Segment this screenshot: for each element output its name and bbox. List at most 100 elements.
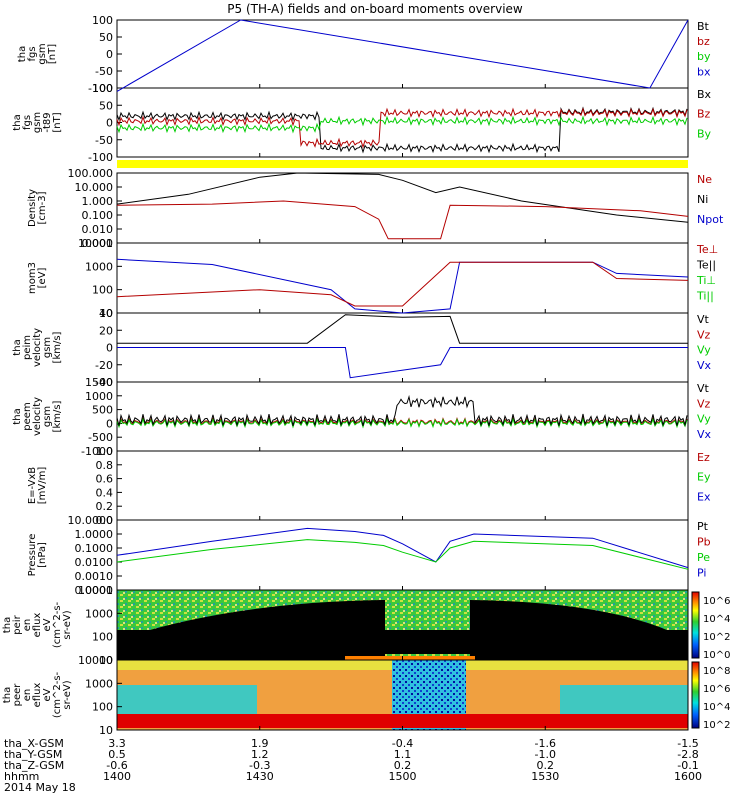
series-vi-0 xyxy=(117,314,688,344)
y-axis-title-line: gsm xyxy=(32,112,43,133)
peir-edge-band xyxy=(345,656,475,660)
y-axis-title-line: eV xyxy=(42,688,53,701)
panel-peir: 10000 1000 100 10 thapeirenefluxeV(cm^2-s-sr… xyxy=(2,584,730,667)
series-temp-1 xyxy=(116,261,689,307)
footer-value: 1600 xyxy=(674,770,702,783)
series-density-0 xyxy=(116,172,689,223)
series-temp-0 xyxy=(116,258,689,314)
y-axis-title: Density[cm-3] xyxy=(27,189,48,227)
y-tick-label: 10.000 xyxy=(75,181,114,194)
legend-entry: Ez xyxy=(697,451,710,464)
footer-row-label: tha_X-GSM xyxy=(4,737,64,750)
y-axis-title: thapeimvelocitygsm[km/s] xyxy=(12,328,63,367)
panel-frame xyxy=(116,19,689,89)
legend-entry: Npot xyxy=(697,213,724,226)
y-axis-title-line: sr-eV) xyxy=(62,680,73,709)
footer-value: 1400 xyxy=(103,770,131,783)
y-tick-label: 10000 xyxy=(78,237,113,250)
y-axis-title-line: tha xyxy=(2,617,13,633)
legend-entry: Vt xyxy=(697,313,710,326)
y-axis-title: thapeirenefluxeV(cm^2-s-sr-eV) xyxy=(2,601,73,648)
y-tick-label: 0 xyxy=(106,117,113,130)
footer-value: 1.1 xyxy=(393,748,412,761)
y-axis-title-line: [nT] xyxy=(52,112,63,132)
y-axis-title-line: velocity xyxy=(32,397,43,436)
legend-entry: Vy xyxy=(697,344,711,357)
footer-value: -0.1 xyxy=(677,759,699,772)
legend-entry: Vz xyxy=(697,397,711,410)
y-axis-title-line: eflux xyxy=(32,613,43,638)
legend-entry: Te⊥ xyxy=(696,243,718,256)
legend-entry: Pt xyxy=(697,520,709,533)
footer-row-label: tha_Z-GSM xyxy=(4,759,65,772)
y-axis-title-line: tha xyxy=(12,408,23,424)
y-axis-title-line: tha xyxy=(12,114,23,130)
legend-entry: Ne xyxy=(697,173,712,186)
y-tick-label: 100 xyxy=(92,701,113,714)
y-tick-label: 1000 xyxy=(85,677,113,690)
y-axis-title-line: [eV] xyxy=(37,268,48,289)
panel-fgs2: 100 50 0 -50 -100 thafgsgsm-t89[nT] Bx Bz By xyxy=(12,82,712,164)
peer-cool-band xyxy=(560,685,688,715)
y-tick-label: 10 xyxy=(99,654,113,667)
panel-frame xyxy=(116,242,689,314)
y-axis-title-line: mom3 xyxy=(27,262,38,294)
legend-entry: Ey xyxy=(697,471,711,484)
legend-entry: Pi xyxy=(697,567,706,580)
y-axis-title-line: Density xyxy=(27,189,38,227)
y-tick-label: 1000 xyxy=(85,260,113,273)
y-tick-label: 10000 xyxy=(78,654,113,667)
y-tick-label: 10 xyxy=(99,724,113,737)
footer-row-label: tha_Y-GSM xyxy=(4,748,63,761)
footer-value: -1.5 xyxy=(677,737,699,750)
y-axis-title-line: peem xyxy=(22,402,33,430)
legend-entry: Bt xyxy=(697,20,710,33)
y-tick-label: 40 xyxy=(99,307,113,320)
chart-title: P5 (TH-A) fields and on-board moments ov… xyxy=(227,2,523,16)
y-axis-title-line: gsm xyxy=(37,43,48,64)
legend-entry: Vx xyxy=(697,428,712,441)
multi-panel-plot: 100500-50-100thafgsgsm[nT]Btbzbybx100500… xyxy=(2,14,730,737)
footer-value: 0.2 xyxy=(393,759,412,772)
y-axis-title: thafgsgsm[nT] xyxy=(17,43,58,64)
y-tick-label: 20 xyxy=(99,324,113,337)
y-axis-title-line: (cm^2-s- xyxy=(52,671,63,718)
panel-fgs: 100 50 0 -50 -100 thafgsgsm[nT] Bt bz by bx xyxy=(17,14,711,95)
y-axis-title-line: [km/s] xyxy=(52,331,63,363)
y-axis-title-line: eflux xyxy=(32,683,43,708)
y-axis-title-line: (cm^2-s- xyxy=(52,601,63,648)
y-axis-title-line: tha xyxy=(17,46,28,62)
footer-value: -1.0 xyxy=(534,748,556,761)
series-pressure-0 xyxy=(116,527,689,569)
legend-entry: Vz xyxy=(697,328,711,341)
legend-entry: bz xyxy=(697,35,710,48)
fgs2-bx-trace xyxy=(116,106,688,154)
legend-entry: Te|| xyxy=(696,259,716,272)
y-tick-label: 0.0001 xyxy=(75,584,114,597)
colorbar-label: 10^2 xyxy=(703,632,730,643)
y-tick-label: 1.000 xyxy=(82,195,114,208)
legend-entry: Vx xyxy=(697,359,712,372)
y-axis-title-line: peim xyxy=(22,335,33,360)
y-axis-title-line: fgs xyxy=(27,46,38,61)
y-tick-label: 50 xyxy=(99,31,113,44)
panel-frame xyxy=(116,381,689,452)
legend-entry: By xyxy=(697,127,712,140)
series-vi-1 xyxy=(117,347,688,379)
y-tick-label: 1500 xyxy=(85,376,113,389)
series-density-1 xyxy=(116,200,689,240)
fgs2-by-trace xyxy=(116,115,688,134)
y-tick-label: 0.0010 xyxy=(75,570,114,583)
y-tick-label: -100 xyxy=(88,151,113,164)
footer-value: 3.3 xyxy=(108,737,126,750)
y-tick-label: 500 xyxy=(92,404,113,417)
y-tick-label: 10 xyxy=(99,307,113,320)
panel-peer: 10000 1000 100 10 thapeerenefluxeV(cm^2-s-sr… xyxy=(2,654,730,737)
y-tick-label: 0.0 xyxy=(96,514,114,527)
footer-value: -1.6 xyxy=(534,737,556,750)
footer-value: 0.5 xyxy=(108,748,126,761)
y-tick-label: 100 xyxy=(92,631,113,644)
colorbar xyxy=(691,661,700,729)
